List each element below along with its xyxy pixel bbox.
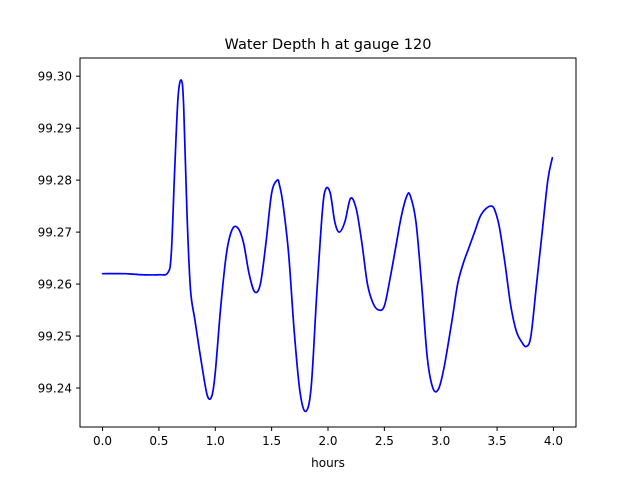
y-tick-label: 99.27	[38, 226, 72, 240]
y-tick-label: 99.28	[38, 174, 72, 188]
x-tick-label: 1.5	[262, 434, 281, 448]
y-tick-label: 99.25	[38, 330, 72, 344]
y-tick-label: 99.29	[38, 122, 72, 136]
x-axis-label: hours	[311, 456, 345, 470]
x-tick-label: 3.5	[488, 434, 507, 448]
chart-title: Water Depth h at gauge 120	[225, 37, 432, 53]
axes-layer: 0.0 0.5 1.0 1.5 2.0 2.5 3.0 3.5 4.0 99.24 99.25 99.…	[38, 57, 577, 448]
y-tick-label: 99.26	[38, 278, 72, 292]
x-tick-label: 0.0	[93, 434, 112, 448]
x-tick-label: 0.5	[149, 434, 168, 448]
y-tick-label: 99.30	[38, 70, 72, 84]
plot-line-layer	[101, 79, 554, 413]
x-tick-label: 2.0	[318, 434, 337, 448]
x-tick-label: 3.0	[431, 434, 450, 448]
x-tick-label: 4.0	[544, 434, 563, 448]
series-line-0	[101, 79, 554, 413]
x-tick-label: 2.5	[375, 434, 394, 448]
x-tick-label: 1.0	[206, 434, 225, 448]
y-tick-label: 99.24	[38, 382, 72, 396]
